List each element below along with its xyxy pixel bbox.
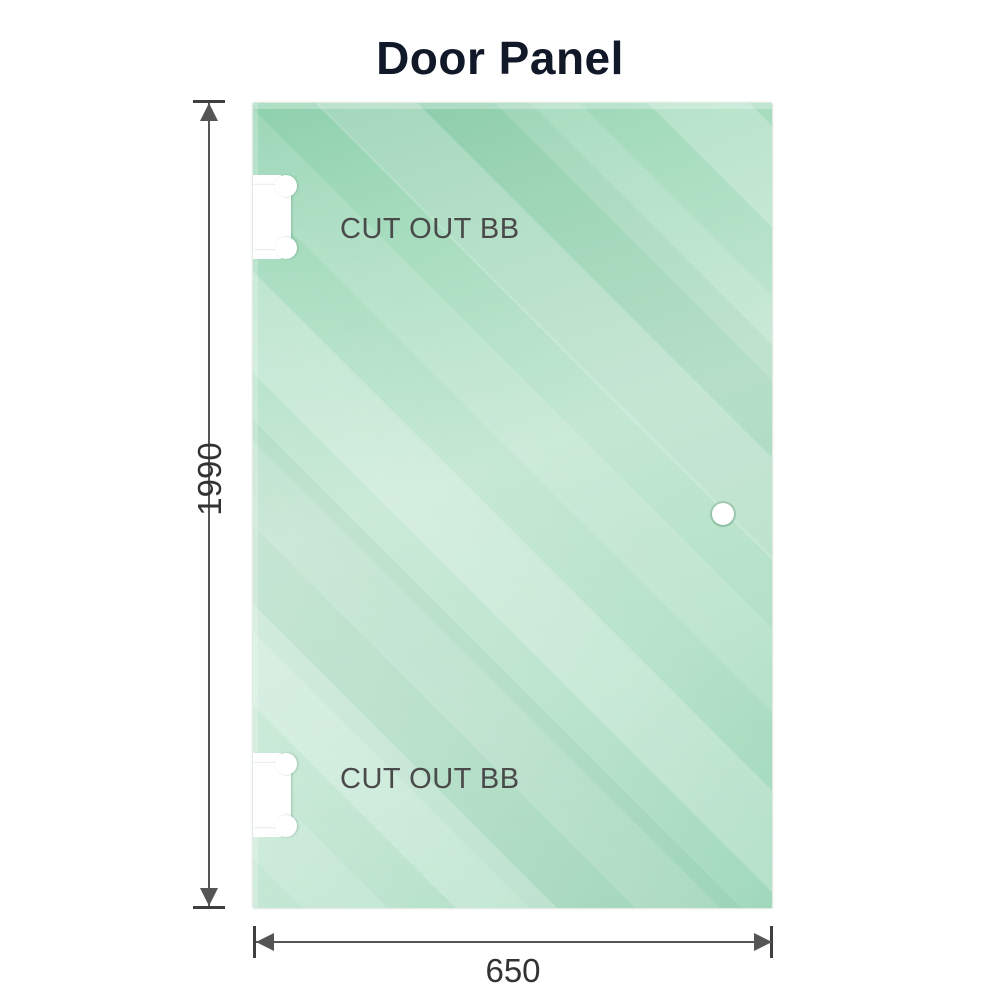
- glass-panel-group: CUT OUT BB CUT OUT BB: [253, 103, 772, 908]
- glass-streaks-dark: [253, 103, 772, 908]
- cutout-top-bump-upper-icon: [275, 175, 297, 197]
- dim-horizontal-label: 650: [485, 952, 541, 989]
- page-title: Door Panel: [376, 32, 624, 84]
- cutout-bottom-bump-upper-icon: [275, 753, 297, 775]
- glass-edge-top: [253, 103, 772, 109]
- cutout-bottom-bump-lower-icon: [275, 815, 297, 837]
- dim-horizontal-line: [256, 941, 772, 943]
- dim-vertical-extension-bottom: [193, 906, 225, 909]
- cutout-bottom[interactable]: [253, 753, 297, 837]
- glass-streaks-light: [253, 103, 772, 908]
- handle-hole-icon[interactable]: [712, 503, 734, 525]
- cutout-top-bump-lower-icon: [275, 237, 297, 259]
- glass-panel: CUT OUT BB CUT OUT BB: [253, 103, 772, 908]
- cutout-top[interactable]: [253, 175, 297, 259]
- cutout-bottom-label: CUT OUT BB: [340, 763, 520, 795]
- dim-horizontal-arrow-left-icon: [256, 933, 274, 951]
- glass-base-gradient: [253, 103, 772, 908]
- cutout-top-label: CUT OUT BB: [340, 213, 520, 245]
- dim-vertical-arrow-top-icon: [200, 103, 218, 121]
- dim-vertical-arrow-bottom-icon: [200, 888, 218, 906]
- dim-horizontal-arrow-right-icon: [754, 933, 772, 951]
- glass-sheen: [253, 103, 772, 908]
- dim-vertical-label: 1990: [191, 442, 228, 516]
- dim-horizontal-extension-left: [253, 926, 256, 958]
- dim-vertical-extension-top: [193, 100, 225, 103]
- dim-vertical-line: [208, 103, 210, 906]
- glass-edge-left: [253, 103, 258, 908]
